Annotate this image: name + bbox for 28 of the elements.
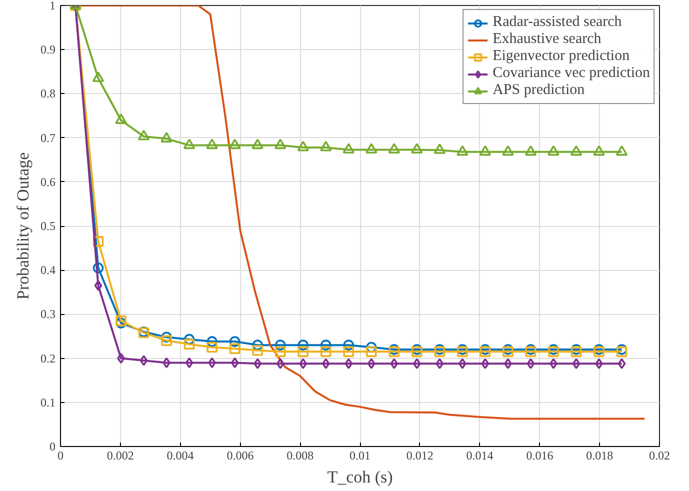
x-tick-label: 0.01 <box>350 448 370 462</box>
x-tick-label: 0.012 <box>406 448 434 462</box>
legend-label: Radar-assisted search <box>492 14 622 31</box>
x-tick-label: 0.006 <box>226 448 254 462</box>
y-tick-label: 0.4 <box>40 263 56 278</box>
legend-label: APS prediction <box>492 82 585 99</box>
y-tick-label: 0.1 <box>40 395 56 410</box>
y-tick-label: 0.2 <box>40 351 56 366</box>
y-axis-title: Probability of Outage <box>14 152 32 300</box>
x-tick-label: 0.02 <box>649 448 670 462</box>
x-tick-label: 0.008 <box>286 448 314 462</box>
y-tick-label: 0.5 <box>40 219 56 233</box>
legend-label: Eigenvector prediction <box>492 48 630 65</box>
legend-label: Exhaustive search <box>492 31 602 48</box>
y-tick-label: 0.7 <box>40 130 56 145</box>
x-tick-label: 0.004 <box>166 448 194 462</box>
y-tick-label: 0.8 <box>40 86 56 101</box>
x-axis-title: T_coh (s) <box>327 468 393 486</box>
legend-label: Covariance vec prediction <box>492 65 650 82</box>
y-tick-label: 0.3 <box>40 307 56 322</box>
y-tick-label: 0 <box>50 440 56 454</box>
x-tick-label: 0.002 <box>106 448 134 462</box>
y-tick-label: 1 <box>50 0 56 12</box>
y-tick-label: 0.6 <box>40 174 56 189</box>
x-tick-label: 0.016 <box>526 448 554 462</box>
y-tick-label: 0.9 <box>40 42 56 57</box>
x-tick-label: 0.018 <box>586 448 614 462</box>
x-tick-label: 0.014 <box>466 448 494 462</box>
